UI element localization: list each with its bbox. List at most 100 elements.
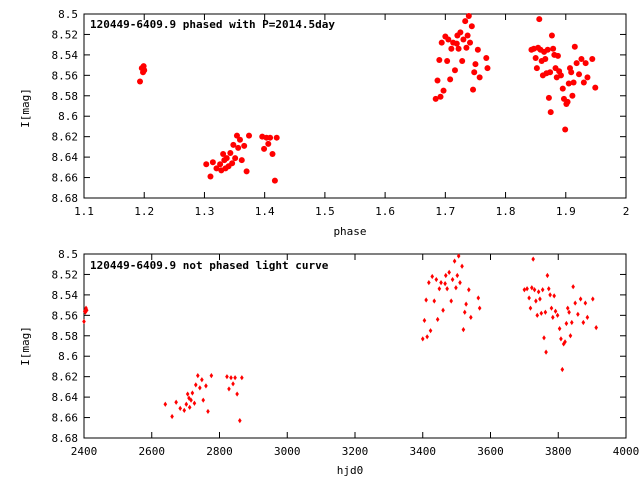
unphased-data-point	[571, 284, 575, 290]
unphased-data-point	[192, 400, 197, 406]
phased-data-point	[463, 44, 470, 51]
phased-data-point	[209, 159, 216, 166]
unphased-data-point	[437, 286, 442, 292]
phased-x-tick-label: 1.9	[556, 205, 576, 218]
unphased-data-point	[528, 305, 533, 311]
phased-y-axis: 8.5 8.52 8.54 8.56 8.58 8.6 8.62 8.64 8.66 8.68	[52, 8, 626, 205]
phased-data-point	[589, 55, 596, 62]
phased-data-point	[267, 134, 274, 141]
unphased-x-tick-label: 4000	[613, 445, 640, 458]
unphased-data-point	[527, 295, 531, 301]
unphased-y-tick-label: 8.58	[52, 330, 79, 343]
unphased-data-point	[540, 287, 545, 293]
unphased-data-point	[425, 334, 429, 340]
phased-y-tick-label: 8.5	[58, 8, 78, 21]
phased-data-point	[468, 23, 475, 30]
unphased-data-point	[422, 317, 427, 324]
unphased-data-point	[568, 333, 573, 339]
unphased-data-point	[435, 316, 440, 323]
unphased-x-tick-label: 2800	[206, 445, 233, 458]
unphased-x-tick-label: 3200	[342, 445, 369, 458]
unphased-plot-frame	[83, 253, 627, 439]
phased-data-point	[269, 151, 276, 158]
unphased-data-point	[200, 377, 204, 383]
unphased-data-point	[530, 285, 534, 291]
unphased-data-point	[545, 272, 550, 279]
unphased-x-tick-label: 2600	[139, 445, 166, 458]
phased-y-tick-label: 8.66	[52, 172, 79, 185]
unphased-data-point	[204, 383, 208, 389]
phased-data-point	[141, 67, 148, 74]
phased-y-tick-label: 8.52	[52, 28, 79, 41]
phased-y-axis-label: I[mag]	[19, 88, 32, 128]
phased-data-point	[455, 45, 462, 52]
phased-data-point	[437, 93, 444, 100]
unphased-data-point	[196, 373, 200, 379]
phased-data-point	[229, 160, 236, 167]
unphased-data-point	[189, 397, 193, 403]
unphased-data-point	[535, 312, 540, 318]
unphased-data-point	[170, 413, 174, 420]
phased-data-point	[227, 150, 234, 157]
unphased-data-point	[564, 320, 569, 327]
phased-data-point	[559, 85, 566, 92]
unphased-data-point	[467, 287, 471, 293]
unphased-data-point	[178, 405, 183, 411]
phased-x-tick-label: 1.2	[134, 205, 154, 218]
unphased-data-point	[443, 281, 447, 287]
phased-data-points	[137, 13, 599, 184]
unphased-data-point	[539, 310, 544, 316]
phased-data-point	[460, 36, 467, 43]
phased-data-point	[207, 173, 214, 180]
phased-data-point	[542, 55, 549, 62]
unphased-data-point	[163, 401, 168, 407]
unphased-data-point	[560, 366, 565, 373]
phased-data-point	[573, 60, 580, 67]
phased-x-tick-label: 1.1	[74, 205, 94, 218]
unphased-y-tick-label: 8.52	[52, 268, 79, 281]
phased-y-tick-label: 8.6	[58, 110, 78, 123]
unphased-data-point	[538, 296, 542, 302]
phased-data-point	[230, 141, 237, 148]
unphased-data-point	[460, 263, 464, 269]
unphased-y-tick-label: 8.68	[52, 432, 79, 445]
phased-data-point	[465, 13, 472, 20]
unphased-y-tick-label: 8.6	[58, 350, 78, 363]
unphased-data-point	[464, 301, 468, 307]
phased-panel-title: 120449-6409.9 phased with P=2014.5day	[90, 18, 335, 31]
unphased-data-point	[548, 292, 552, 298]
phased-data-point	[474, 46, 481, 53]
phased-x-tick-label: 1.5	[315, 205, 335, 218]
phased-data-point	[238, 157, 245, 164]
phased-x-tick-label: 1.3	[195, 205, 215, 218]
phased-data-point	[448, 45, 455, 52]
phased-data-point	[565, 80, 572, 87]
unphased-x-axis-label: hjd0	[337, 464, 364, 477]
phased-data-point	[578, 55, 585, 62]
unphased-data-point	[206, 408, 210, 415]
unphased-y-tick-label: 8.54	[52, 289, 79, 302]
unphased-data-point	[447, 269, 451, 275]
phased-data-point	[445, 36, 452, 43]
phased-data-point	[592, 84, 599, 91]
phased-data-point	[243, 168, 250, 175]
phased-data-point	[472, 61, 479, 68]
unphased-data-point	[559, 336, 563, 342]
unphased-data-point	[82, 318, 86, 325]
unphased-data-point	[544, 349, 548, 355]
phased-data-point	[547, 69, 554, 76]
unphased-data-point	[430, 273, 435, 280]
phased-data-point	[217, 161, 224, 168]
unphased-data-point	[455, 272, 460, 279]
unphased-data-point	[532, 287, 537, 293]
unphased-data-point	[573, 300, 577, 306]
unphased-data-point	[434, 276, 439, 283]
phased-data-point	[236, 136, 243, 143]
phased-data-point	[532, 54, 539, 61]
phased-data-point	[462, 18, 469, 25]
phased-y-tick-label: 8.62	[52, 131, 79, 144]
phased-data-point	[484, 65, 491, 72]
unphased-data-point	[198, 385, 202, 391]
unphased-data-point	[522, 287, 527, 293]
